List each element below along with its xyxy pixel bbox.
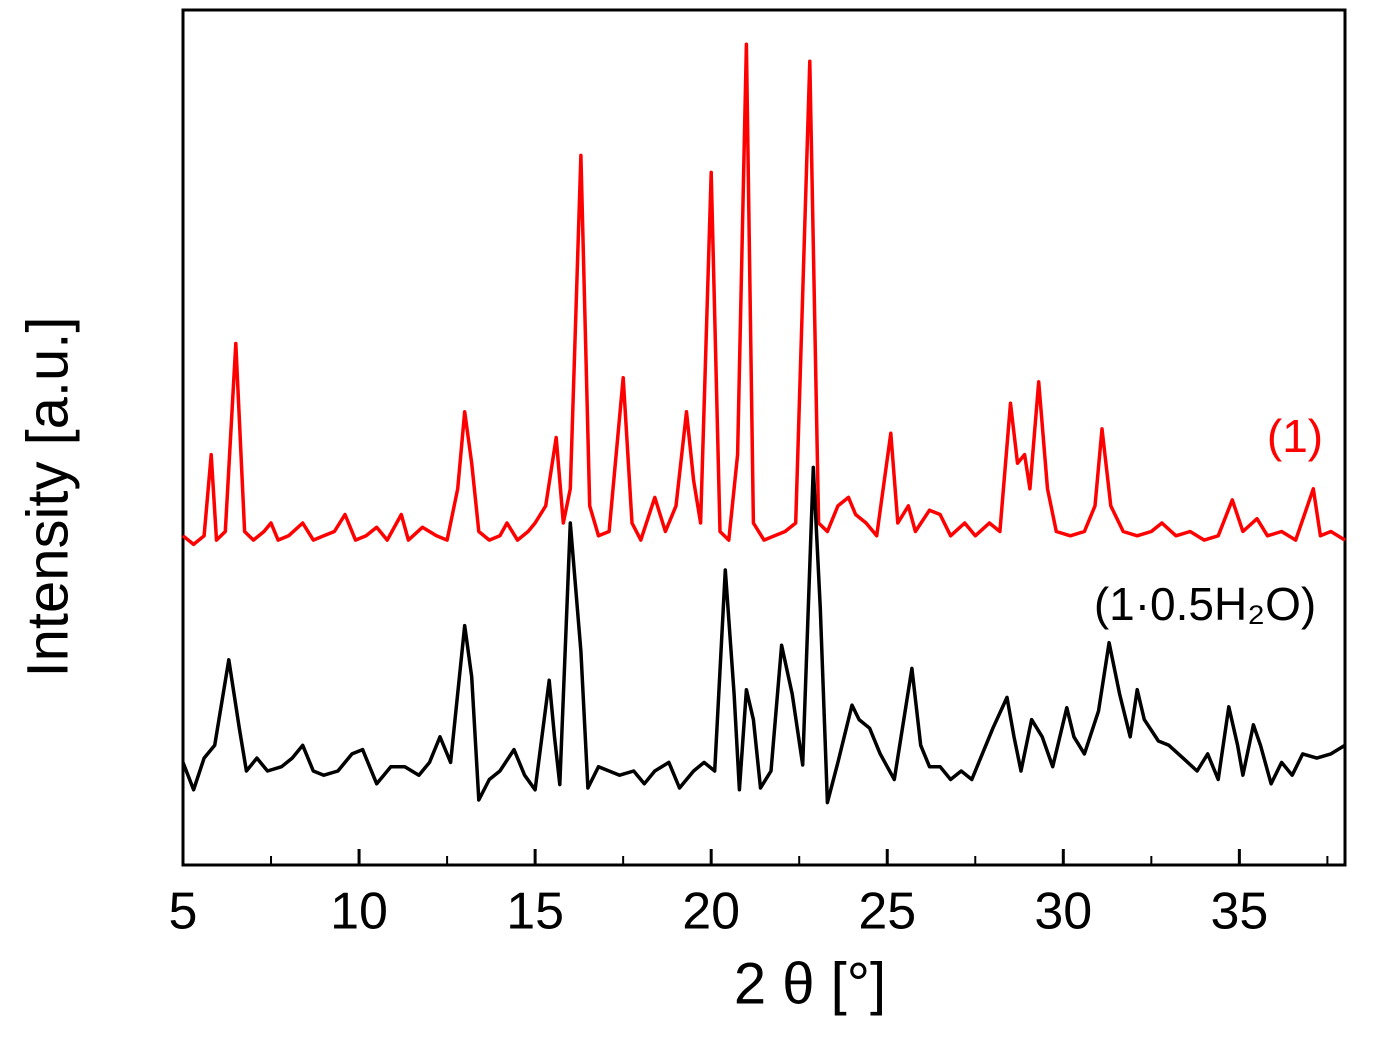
x-tick-label: 35 — [1210, 883, 1268, 941]
series-line — [181, 465, 1346, 805]
x-tick-label: 15 — [506, 883, 564, 941]
x-axis-label: 2 θ [°] — [734, 951, 886, 1016]
x-tick-label: 5 — [169, 883, 198, 941]
series-label: (1·0.5H₂O) — [1094, 578, 1316, 630]
x-tick-label: 10 — [330, 883, 388, 941]
series-line — [181, 42, 1346, 547]
y-axis-label: Intensity [a.u.] — [15, 316, 80, 677]
x-tick-label: 20 — [682, 883, 740, 941]
x-tick-label: 25 — [858, 883, 916, 941]
series-label: (1) — [1267, 410, 1323, 462]
plot-frame — [181, 8, 1347, 867]
x-tick-label: 30 — [1034, 883, 1092, 941]
